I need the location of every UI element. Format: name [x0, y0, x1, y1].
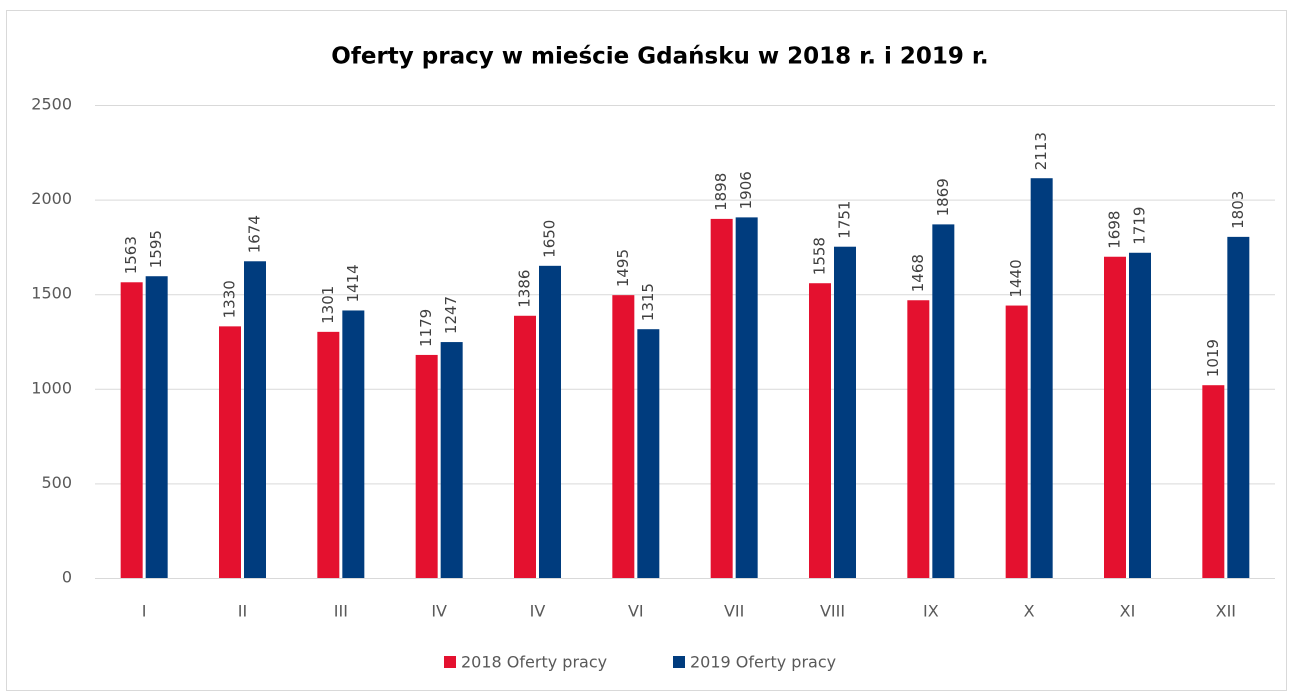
value-label: 1898 — [712, 173, 730, 211]
value-label: 1440 — [1007, 259, 1025, 297]
y-tick-label: 2500 — [31, 95, 72, 114]
bar — [219, 326, 241, 578]
value-label: 1869 — [934, 178, 952, 216]
y-tick-label: 0 — [62, 568, 72, 587]
bar — [834, 246, 856, 578]
x-tick-label: IV — [530, 602, 546, 621]
value-label: 1698 — [1106, 211, 1124, 249]
value-label: 1179 — [417, 309, 435, 347]
bar — [415, 354, 438, 578]
value-label: 1751 — [836, 201, 854, 239]
value-label: 2113 — [1032, 132, 1050, 170]
value-label: 1674 — [246, 215, 264, 253]
x-tick-label: IV — [431, 602, 447, 621]
bar — [1104, 256, 1126, 578]
legend-swatch — [444, 656, 456, 668]
bar — [612, 295, 635, 578]
x-tick-label: I — [142, 602, 147, 621]
value-label: 1386 — [516, 270, 534, 308]
x-tick-label: XII — [1216, 602, 1236, 621]
bar — [317, 331, 340, 578]
x-tick-label: VI — [628, 602, 644, 621]
bar — [1202, 385, 1225, 578]
value-label: 1247 — [442, 296, 460, 334]
y-tick-label: 1000 — [31, 378, 72, 397]
bar — [932, 224, 955, 578]
value-label: 1906 — [737, 171, 755, 209]
bar — [514, 315, 536, 578]
bar — [145, 276, 168, 578]
bar — [710, 218, 733, 578]
value-label: 1650 — [541, 220, 559, 258]
x-tick-label: XI — [1120, 602, 1136, 621]
x-tick-label: III — [334, 602, 348, 621]
x-tick-label: VII — [724, 602, 744, 621]
bar — [1005, 305, 1028, 578]
x-tick-label: II — [238, 602, 247, 621]
bar — [1030, 178, 1053, 578]
x-tick-label: VIII — [820, 602, 845, 621]
bar — [1129, 252, 1151, 578]
bar — [120, 282, 143, 578]
y-tick-label: 1500 — [31, 284, 72, 303]
value-label: 1468 — [909, 254, 927, 292]
bar — [1227, 236, 1250, 578]
legend-swatch — [673, 656, 685, 668]
y-tick-label: 2000 — [31, 189, 72, 208]
value-label: 1803 — [1229, 191, 1247, 229]
bar — [907, 300, 930, 578]
chart-title: Oferty pracy w mieście Gdańsku w 2018 r.… — [331, 44, 988, 70]
value-label: 1495 — [614, 249, 632, 287]
x-tick-label: X — [1024, 602, 1035, 621]
value-label: 1019 — [1204, 339, 1222, 377]
bar — [637, 329, 660, 578]
value-label: 1558 — [811, 237, 829, 275]
bar — [539, 265, 561, 578]
bar — [809, 283, 831, 578]
value-label: 1595 — [147, 230, 165, 268]
bar — [440, 342, 463, 578]
legend-label: 2018 Oferty pracy — [461, 653, 607, 672]
value-label: 1330 — [221, 280, 239, 318]
x-tick-label: IX — [923, 602, 939, 621]
y-tick-label: 500 — [41, 473, 72, 492]
bar — [244, 261, 266, 578]
value-label: 1315 — [639, 283, 657, 321]
bar — [342, 310, 365, 578]
value-label: 1414 — [344, 264, 362, 302]
bar — [735, 217, 758, 578]
legend-label: 2019 Oferty pracy — [690, 653, 836, 672]
value-label: 1719 — [1131, 207, 1149, 245]
value-label: 1563 — [122, 236, 140, 274]
value-label: 1301 — [319, 286, 337, 324]
